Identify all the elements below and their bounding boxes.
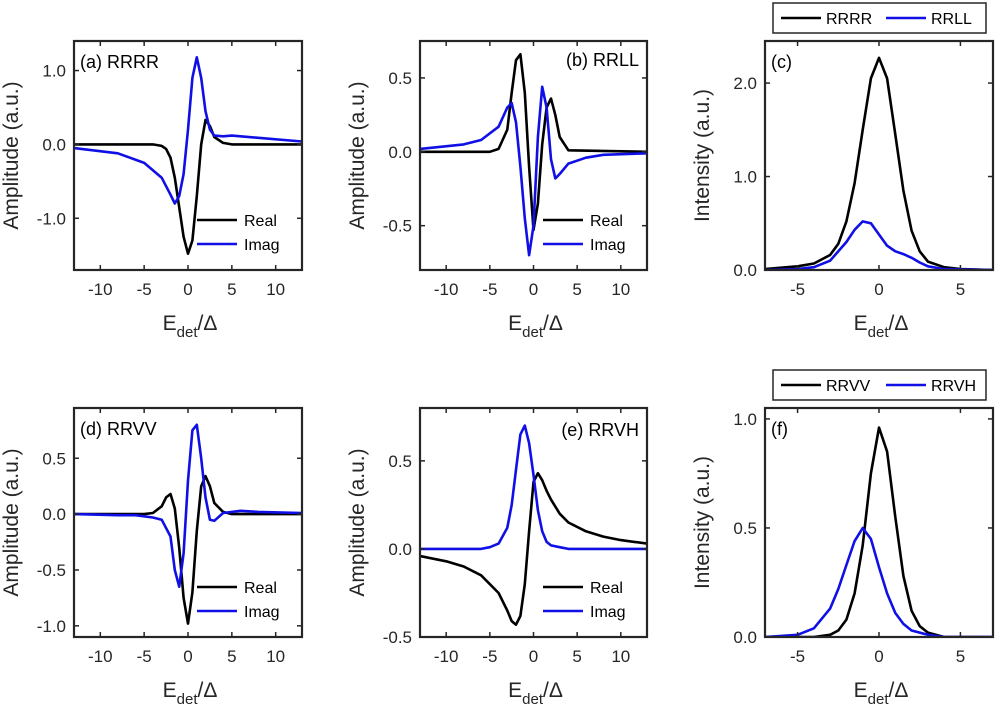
y-tick-label: 1.0 <box>733 410 757 429</box>
panel-d: -10 -5 0 5 10 -1.0 -0.5 0.0 0.5 Amplitude (a.u.) E… <box>0 406 304 708</box>
panel-f: -5 0 5 0.0 0.5 1.0 Intensity (a.u.) Edet/Δ (f) RR… <box>691 369 995 708</box>
x-tick-label: 0 <box>529 280 538 299</box>
x-tick-label: -5 <box>482 280 497 299</box>
x-tick-label: -5 <box>137 647 152 666</box>
series-d-real <box>74 474 302 625</box>
y-tick-label: -0.5 <box>383 217 412 236</box>
series-c-rrrr <box>765 56 993 270</box>
series-f-rrvh <box>765 526 993 637</box>
legend-label-imag: Imag <box>244 237 280 254</box>
y-tick-label: 1.0 <box>42 62 66 81</box>
y-axis-label: Amplitude (a.u.) <box>346 81 369 229</box>
y-tick-label: 0.0 <box>388 540 412 559</box>
x-tick-label: 10 <box>611 647 630 666</box>
y-tick-label: 0.5 <box>388 69 412 88</box>
y-axis-label: Amplitude (a.u.) <box>0 81 23 229</box>
panel-e: -10 -5 0 5 10 -0.5 0.0 0.5 Amplitude (a.u.) Edet/… <box>346 406 649 708</box>
x-tick-label: 5 <box>572 280 581 299</box>
legend-label-imag: Imag <box>590 237 626 254</box>
series-d-imag <box>74 423 302 588</box>
x-axis-label: Edet/Δ <box>854 679 909 708</box>
series-e-imag <box>420 424 647 551</box>
x-tick-label: 5 <box>572 647 581 666</box>
x-tick-label: -5 <box>137 280 152 299</box>
axes-frame-d <box>72 406 304 639</box>
x-axis-label: Edet/Δ <box>163 312 218 341</box>
x-axis-label: Edet/Δ <box>508 312 563 341</box>
y-tick-label: -1.0 <box>37 209 66 228</box>
x-tick-label: 5 <box>227 647 236 666</box>
y-tick-label: 0.5 <box>733 519 757 538</box>
panel-label: (c) <box>771 52 792 72</box>
x-tick-label: -10 <box>88 280 113 299</box>
y-tick-label: 0.5 <box>388 452 412 471</box>
y-tick-label: 0.0 <box>733 261 757 280</box>
x-tick-label: 0 <box>874 647 883 666</box>
panel-label: (a) RRRR <box>80 52 159 72</box>
x-axis-label: Edet/Δ <box>854 312 909 341</box>
x-tick-label: 10 <box>266 280 285 299</box>
y-tick-label: 0.0 <box>388 143 412 162</box>
legend-label-rrll: RRLL <box>931 11 972 28</box>
series-b-real <box>420 53 647 232</box>
y-tick-label: 1.0 <box>733 168 757 187</box>
legend-label-rrrr: RRRR <box>826 11 872 28</box>
series-f-rrvv <box>765 426 993 637</box>
x-axis-label: Edet/Δ <box>508 679 563 708</box>
series-e-real <box>420 471 647 626</box>
x-axis-label: Edet/Δ <box>163 679 218 708</box>
x-tick-label: 0 <box>874 280 883 299</box>
x-tick-label: 5 <box>956 647 965 666</box>
x-tick-label: 10 <box>611 280 630 299</box>
x-tick-label: 5 <box>227 280 236 299</box>
series-a-real <box>74 118 302 255</box>
series-c-rrll <box>765 220 993 270</box>
x-tick-label: 10 <box>266 647 285 666</box>
series-a-imag <box>74 56 302 205</box>
x-tick-label: -5 <box>790 280 805 299</box>
panel-b: -10 -5 0 5 10 -0.5 0.0 0.5 Amplitude (a.u.) Edet/… <box>346 39 649 341</box>
panel-label: (d) RRVV <box>80 419 157 439</box>
y-tick-label: 0.5 <box>42 449 66 468</box>
x-tick-label: 0 <box>183 280 192 299</box>
x-tick-label: -10 <box>434 647 459 666</box>
axes-frame-a <box>72 39 304 272</box>
y-tick-label: 0.0 <box>42 505 66 524</box>
legend-label-real: Real <box>244 580 277 597</box>
y-axis-label: Intensity (a.u.) <box>691 456 714 589</box>
legend-label-real: Real <box>244 213 277 230</box>
x-tick-label: 0 <box>529 647 538 666</box>
panel-c: -5 0 5 0.0 1.0 2.0 Intensity (a.u.) Edet/Δ (c) RR… <box>691 2 995 341</box>
y-tick-label: 0.0 <box>42 135 66 154</box>
x-tick-label: 0 <box>183 647 192 666</box>
y-axis-label: Amplitude (a.u.) <box>346 448 369 596</box>
y-axis-label: Amplitude (a.u.) <box>0 448 23 596</box>
series-b-imag <box>420 85 647 257</box>
legend-label-real: Real <box>590 213 623 230</box>
x-tick-label: -10 <box>88 647 113 666</box>
panel-a: -10 -5 0 5 10 -1.0 0.0 1.0 Amplitude (a.u.) Edet/… <box>0 39 304 341</box>
legend-label-rrvh: RRVH <box>931 378 976 395</box>
y-tick-label: 0.0 <box>733 628 757 647</box>
panel-label: (b) RRLL <box>566 50 639 70</box>
x-tick-label: -5 <box>482 647 497 666</box>
y-axis-label: Intensity (a.u.) <box>691 89 714 222</box>
x-tick-label: -5 <box>790 647 805 666</box>
y-tick-label: -1.0 <box>37 617 66 636</box>
legend-label-real: Real <box>590 580 623 597</box>
x-tick-label: 5 <box>956 280 965 299</box>
axes-frame-f <box>763 406 995 639</box>
panel-label: (e) RRVH <box>561 420 639 440</box>
axes-frame-e <box>418 406 649 639</box>
y-tick-label: -0.5 <box>383 628 412 647</box>
y-tick-label: 2.0 <box>733 74 757 93</box>
legend-label-imag: Imag <box>590 604 626 621</box>
legend-label-imag: Imag <box>244 604 280 621</box>
y-tick-label: -0.5 <box>37 561 66 580</box>
legend-label-rrvv: RRVV <box>826 378 870 395</box>
x-tick-label: -10 <box>434 280 459 299</box>
panel-label: (f) <box>771 419 788 439</box>
